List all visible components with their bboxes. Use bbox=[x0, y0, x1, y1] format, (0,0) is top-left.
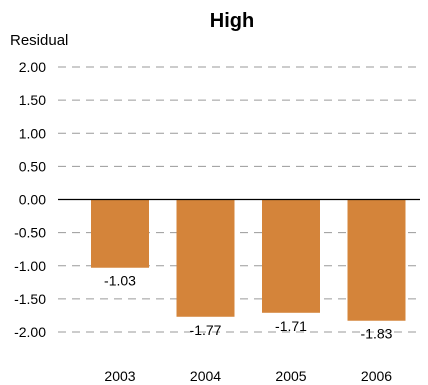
bars bbox=[91, 199, 406, 321]
bar bbox=[347, 199, 406, 321]
x-tick-label: 2005 bbox=[275, 368, 306, 384]
data-label: -1.83 bbox=[361, 326, 393, 342]
bar bbox=[176, 199, 235, 317]
y-tick-label: -0.50 bbox=[14, 225, 46, 241]
bar bbox=[262, 199, 320, 313]
bar bbox=[91, 199, 149, 268]
data-label: -1.71 bbox=[275, 318, 307, 334]
y-tick-label: -1.50 bbox=[14, 291, 46, 307]
y-tick-labels: 2.00 1.50 1.00 0.50 0.00 -0.50 -1.00 -1.50 -2.00 bbox=[14, 59, 46, 340]
x-tick-label: 2004 bbox=[190, 368, 221, 384]
y-axis-label: Residual bbox=[10, 32, 68, 49]
y-tick-label: 2.00 bbox=[19, 59, 46, 75]
y-tick-label: 1.00 bbox=[19, 125, 46, 141]
x-tick-label: 2006 bbox=[361, 368, 392, 384]
chart-title: High bbox=[210, 10, 254, 32]
data-label: -1.03 bbox=[104, 273, 136, 289]
y-tick-label: -2.00 bbox=[14, 324, 46, 340]
x-tick-labels: 2003 2004 2005 2006 bbox=[104, 368, 392, 384]
data-label: -1.77 bbox=[190, 322, 222, 338]
y-tick-label: 1.50 bbox=[19, 92, 46, 108]
y-tick-label: 0.50 bbox=[19, 158, 46, 174]
data-labels: -1.03 -1.77 -1.71 -1.83 bbox=[104, 273, 393, 342]
x-tick-label: 2003 bbox=[104, 368, 135, 384]
y-tick-label: 0.00 bbox=[19, 192, 46, 208]
y-tick-label: -1.00 bbox=[14, 258, 46, 274]
